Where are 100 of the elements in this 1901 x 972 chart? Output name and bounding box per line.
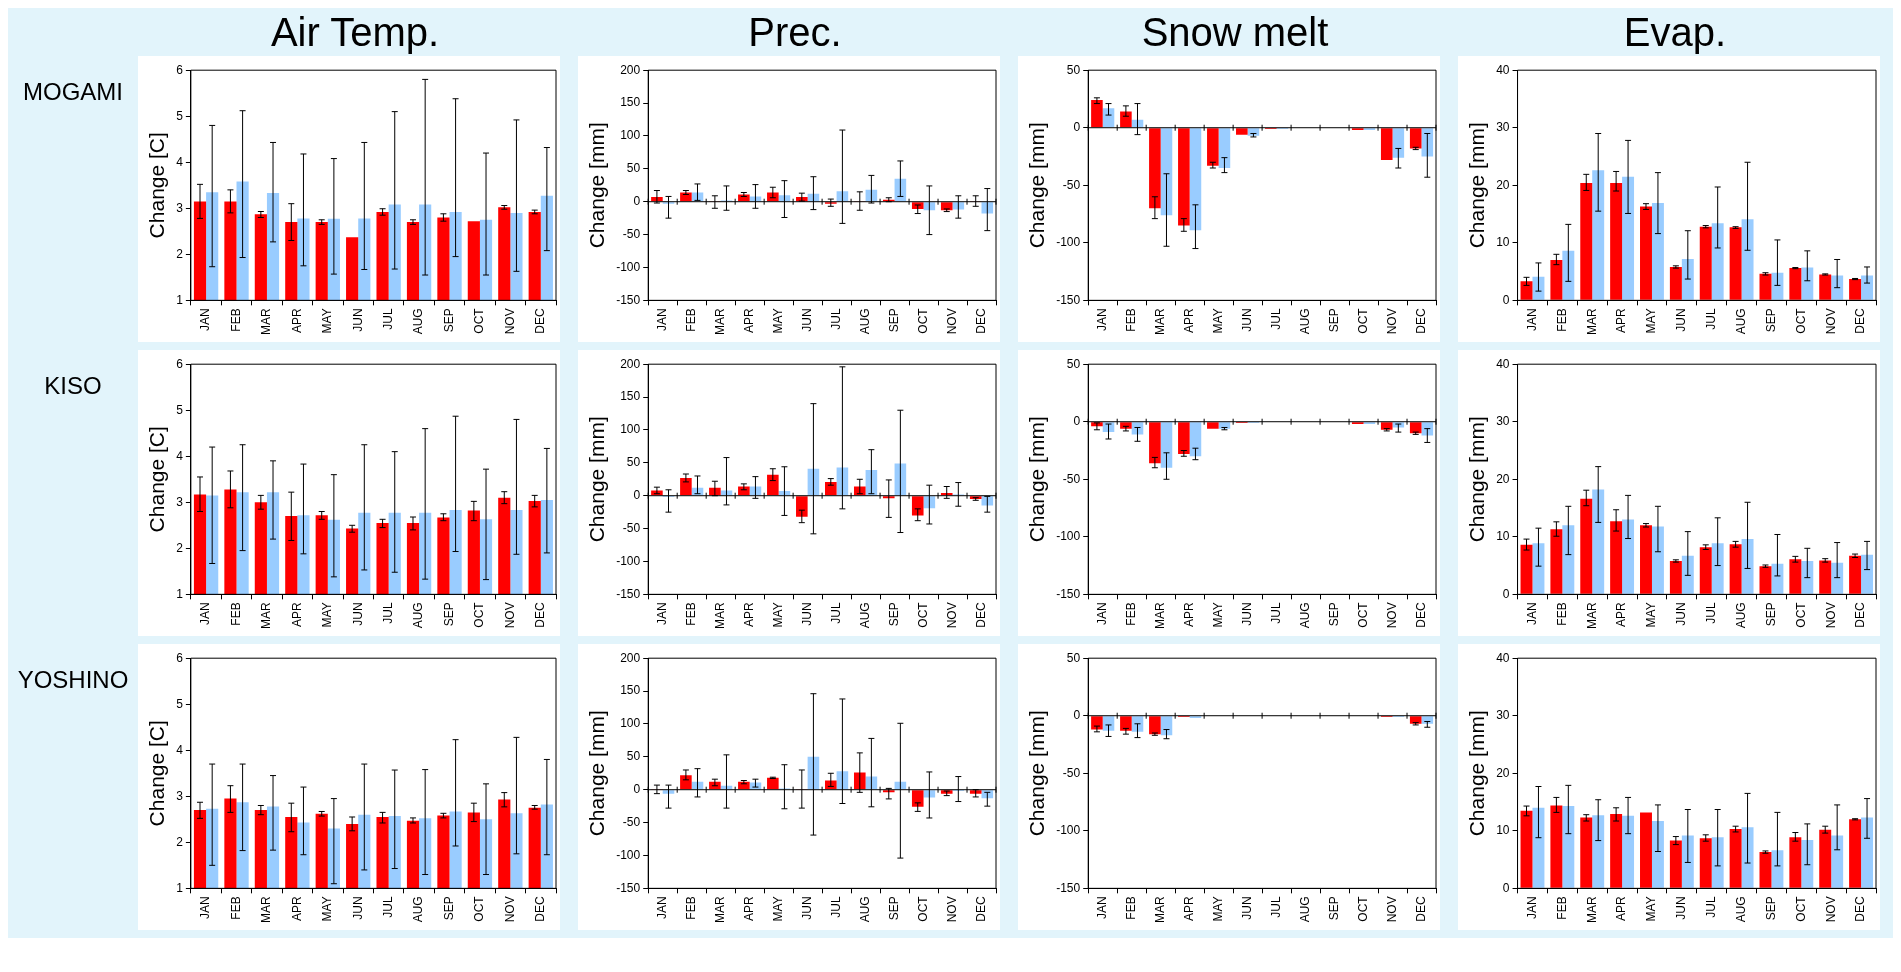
text: KISO bbox=[43, 372, 103, 400]
x-tick-label: FEB bbox=[1124, 602, 1138, 626]
y-tick-label: -150 bbox=[616, 292, 641, 307]
x-tick-label: JAN bbox=[1524, 602, 1539, 626]
x-tick-label: MAY bbox=[1644, 308, 1659, 334]
y-tick-label: -100 bbox=[616, 847, 641, 862]
x-tick-label: MAR bbox=[712, 896, 727, 924]
y-axis-title: Change [mm] bbox=[1465, 122, 1489, 249]
x-tick-label: MAY bbox=[320, 896, 335, 922]
x-tick-label: NOV bbox=[1823, 308, 1838, 335]
x-tick-label: JUL bbox=[380, 896, 395, 918]
x-tick-label: AUG bbox=[1297, 896, 1312, 923]
x-tick-label: AUG bbox=[857, 602, 872, 629]
y-tick-label: 20 bbox=[1496, 177, 1510, 192]
x-tick-label: MAY bbox=[1210, 896, 1225, 922]
x-tick-label: SEP bbox=[886, 602, 901, 627]
x-tick-label: APR bbox=[741, 896, 756, 922]
x-tick-label: NOV bbox=[1823, 602, 1838, 629]
y-axis-title: Change [mm] bbox=[1025, 416, 1049, 543]
x-tick-label: JUN bbox=[1674, 602, 1689, 626]
y-tick-label: -150 bbox=[616, 880, 641, 895]
x-tick-label: NOV bbox=[502, 896, 517, 923]
x-tick-label: AUG bbox=[1733, 602, 1748, 629]
x-tick-label: FEB bbox=[1554, 602, 1569, 626]
y-tick-label: 1 bbox=[176, 292, 184, 307]
y-tick-label: 4 bbox=[176, 742, 184, 757]
x-tick-label: APR bbox=[1181, 308, 1196, 334]
x-tick-label: OCT bbox=[472, 601, 487, 628]
y-tick-label: 200 bbox=[620, 650, 641, 665]
x-tick-label: JUN bbox=[799, 308, 814, 332]
x-tick-label: OCT bbox=[1355, 307, 1370, 334]
x-tick-label: MAR bbox=[1152, 308, 1167, 336]
y-tick-label: 200 bbox=[620, 62, 641, 77]
y-tick-label: -150 bbox=[1056, 292, 1081, 307]
y-tick-label: 10 bbox=[1496, 823, 1510, 838]
y-tick-label: -100 bbox=[1056, 529, 1081, 544]
x-tick-label: DEC bbox=[1413, 308, 1428, 334]
x-tick-label: JUN bbox=[350, 602, 365, 626]
x-tick-label: NOV bbox=[944, 308, 959, 335]
x-tick-label: MAR bbox=[259, 896, 274, 924]
y-tick-label: -100 bbox=[616, 553, 641, 568]
x-tick-label: FEB bbox=[684, 602, 698, 626]
x-tick-label: MAY bbox=[1210, 602, 1225, 628]
x-tick-label: DEC bbox=[973, 896, 988, 922]
x-tick-label: SEP bbox=[1763, 896, 1778, 921]
x-tick-label: OCT bbox=[1793, 307, 1808, 334]
x-tick-label: JAN bbox=[655, 602, 670, 626]
x-tick-label: APR bbox=[741, 308, 756, 334]
chart-title: Prec. bbox=[747, 9, 843, 56]
y-axis-title: Change [mm] bbox=[1025, 122, 1049, 249]
x-tick-label: DEC bbox=[533, 896, 548, 922]
x-tick-label: AUG bbox=[1733, 896, 1748, 923]
x-tick-label: DEC bbox=[1413, 896, 1428, 922]
x-tick-label: OCT bbox=[1793, 601, 1808, 628]
x-tick-label: FEB bbox=[228, 896, 243, 920]
x-tick-label: AUG bbox=[857, 308, 872, 335]
y-tick-label: -150 bbox=[1056, 586, 1081, 601]
x-tick-label: NOV bbox=[502, 308, 517, 335]
x-tick-label: DEC bbox=[1853, 602, 1868, 628]
y-tick-label: -50 bbox=[622, 520, 641, 535]
x-tick-label: OCT bbox=[915, 895, 930, 922]
x-tick-label: MAR bbox=[259, 602, 274, 630]
x-tick-label: FEB bbox=[1554, 308, 1569, 332]
y-tick-label: 50 bbox=[1066, 62, 1081, 77]
x-tick-label: JUL bbox=[1268, 308, 1283, 330]
chart-title: Snow melt bbox=[1140, 9, 1330, 56]
x-tick-label: MAR bbox=[1152, 896, 1167, 924]
x-tick-label: JUN bbox=[799, 602, 814, 626]
x-tick-label: FEB bbox=[684, 308, 698, 332]
x-tick-label: NOV bbox=[1384, 602, 1399, 629]
y-tick-label: 50 bbox=[626, 749, 641, 764]
x-tick-label: JUL bbox=[380, 308, 395, 330]
x-tick-label: JAN bbox=[1095, 602, 1110, 626]
x-tick-label: MAR bbox=[1584, 602, 1599, 630]
x-tick-label: FEB bbox=[228, 602, 243, 626]
y-tick-label: 3 bbox=[176, 494, 184, 509]
x-tick-label: JAN bbox=[655, 896, 670, 920]
x-tick-label: APR bbox=[1614, 308, 1629, 334]
y-tick-label: -50 bbox=[1062, 177, 1081, 192]
x-tick-label: MAY bbox=[1210, 308, 1225, 334]
y-axis-title: Change [mm] bbox=[585, 122, 609, 249]
y-tick-label: 0 bbox=[1502, 586, 1510, 601]
x-tick-label: MAR bbox=[712, 308, 727, 336]
y-axis-title: Change [C] bbox=[145, 720, 169, 827]
x-tick-label: JAN bbox=[198, 602, 213, 626]
x-tick-label: AUG bbox=[1297, 602, 1312, 629]
x-tick-label: JUN bbox=[1674, 896, 1689, 920]
x-tick-label: AUG bbox=[857, 896, 872, 923]
x-tick-label: JAN bbox=[655, 308, 670, 332]
x-tick-label: MAR bbox=[1584, 896, 1599, 924]
x-tick-label: JUL bbox=[828, 308, 843, 330]
x-tick-label: AUG bbox=[411, 602, 426, 629]
x-tick-label: FEB bbox=[1554, 896, 1569, 920]
y-tick-label: -150 bbox=[1056, 880, 1081, 895]
y-tick-label: -100 bbox=[616, 259, 641, 274]
y-tick-label: 20 bbox=[1496, 765, 1510, 780]
x-tick-label: SEP bbox=[1326, 602, 1341, 627]
x-tick-label: DEC bbox=[533, 308, 548, 334]
y-tick-label: 6 bbox=[176, 356, 184, 371]
y-tick-label: -50 bbox=[622, 814, 641, 829]
